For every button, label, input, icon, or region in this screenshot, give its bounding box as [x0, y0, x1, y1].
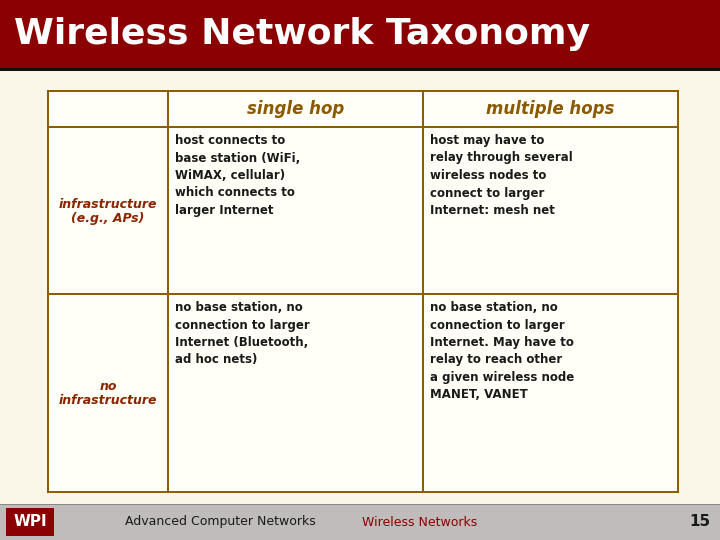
Bar [0, 504, 720, 540]
Text: no base station, no
connection to larger
Internet (Bluetooth,
ad hoc nets): no base station, no connection to larger… [175, 301, 310, 367]
Text: Wireless Network Taxonomy: Wireless Network Taxonomy [14, 17, 590, 51]
Text: multiple hops: multiple hops [486, 100, 615, 118]
Text: infrastructure: infrastructure [59, 395, 157, 408]
Text: Wireless Networks: Wireless Networks [362, 516, 477, 529]
Text: host connects to
base station (WiFi,
WiMAX, cellular)
which connects to
larger I: host connects to base station (WiFi, WiM… [175, 134, 300, 217]
Text: no base station, no
connection to larger
Internet. May have to
relay to reach ot: no base station, no connection to larger… [430, 301, 575, 402]
Text: single hop: single hop [247, 100, 344, 118]
Bar [0, 68, 720, 71]
Text: host may have to
relay through several
wireless nodes to
connect to larger
Inter: host may have to relay through several w… [430, 134, 572, 217]
Bar [48, 91, 678, 492]
Bar [0, 503, 720, 505]
Text: WPI: WPI [13, 515, 47, 530]
Text: (e.g., APs): (e.g., APs) [71, 212, 145, 225]
Text: 15: 15 [690, 515, 711, 530]
Text: no: no [99, 381, 117, 394]
Text: infrastructure: infrastructure [59, 198, 157, 211]
Text: Advanced Computer Networks: Advanced Computer Networks [125, 516, 315, 529]
Bar [0, 0, 720, 68]
Bar [6, 508, 54, 536]
